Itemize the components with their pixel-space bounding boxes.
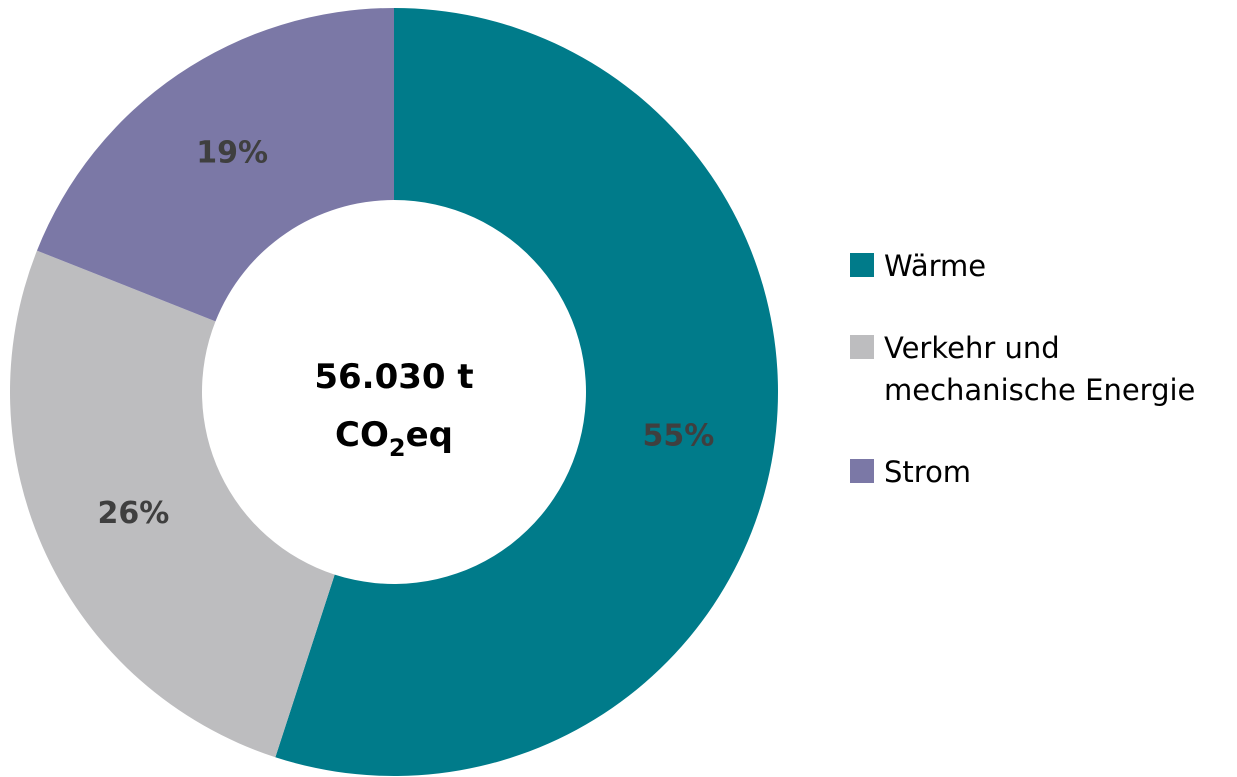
legend-swatch <box>850 335 874 359</box>
value-label: 19% <box>196 135 268 170</box>
legend-swatch <box>850 459 874 483</box>
plot: 56.030 t CO2eq 55% 26% 19% <box>10 8 779 776</box>
slice <box>275 8 779 776</box>
slice <box>10 250 335 758</box>
legend-label: Wärme <box>884 249 987 283</box>
center-label: 56.030 t <box>314 357 473 397</box>
legend-item: Strom <box>850 451 1214 493</box>
legend-item: Wärme <box>850 245 1214 287</box>
legend-item: Verkehr und mechanische Energie <box>850 327 1214 411</box>
center-label-part: eq <box>406 415 453 455</box>
value-label: 55% <box>643 419 715 454</box>
value-label: 26% <box>98 496 170 531</box>
center-label: CO2eq <box>335 415 453 462</box>
center-label-subscript: 2 <box>389 434 406 462</box>
legend: Wärme Verkehr und mechanische Energie Stro… <box>850 245 1214 493</box>
center-label-part: CO <box>335 415 389 455</box>
legend-swatch <box>850 253 874 277</box>
slice <box>36 8 395 322</box>
legend-label: Strom <box>884 455 972 489</box>
legend-label: Verkehr und mechanische Energie <box>884 331 1196 407</box>
